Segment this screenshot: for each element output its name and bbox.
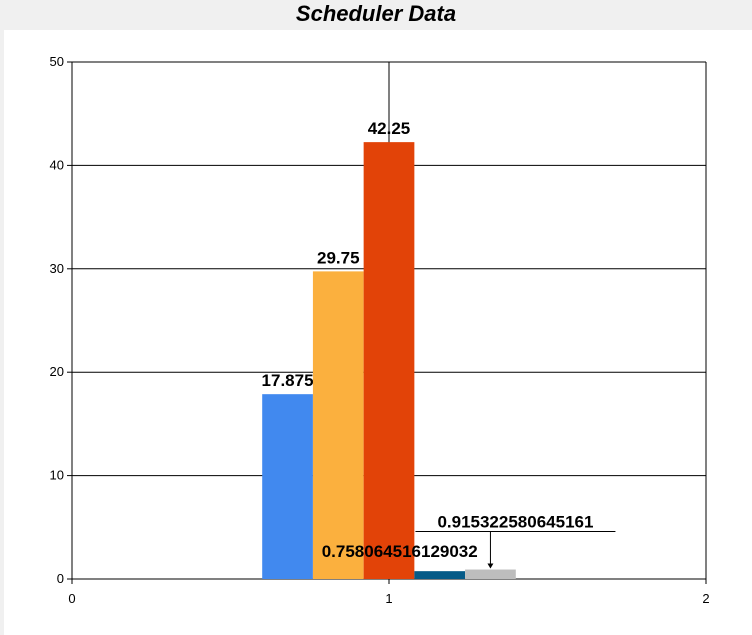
bar xyxy=(262,394,313,579)
data-label: 0.758064516129032 xyxy=(322,542,478,561)
bar xyxy=(363,142,415,579)
y-tick-label: 50 xyxy=(50,54,64,69)
y-tick-label: 10 xyxy=(50,468,64,483)
data-label: 17.875 xyxy=(262,371,314,390)
bar xyxy=(312,271,364,579)
callout-arrow xyxy=(487,563,494,569)
data-label: 42.25 xyxy=(368,119,411,138)
data-label: 0.915322580645161 xyxy=(437,513,593,532)
chart-title: Scheduler Data xyxy=(295,1,457,26)
bar xyxy=(465,569,516,579)
x-tick-label: 1 xyxy=(385,591,392,606)
bar xyxy=(414,571,466,579)
y-tick-label: 40 xyxy=(50,157,64,172)
y-tick-label: 20 xyxy=(50,364,64,379)
y-tick-label: 30 xyxy=(50,261,64,276)
x-tick-label: 0 xyxy=(68,591,75,606)
data-label: 29.75 xyxy=(317,248,360,267)
y-tick-label: 0 xyxy=(57,571,64,586)
x-tick-label: 2 xyxy=(702,591,709,606)
